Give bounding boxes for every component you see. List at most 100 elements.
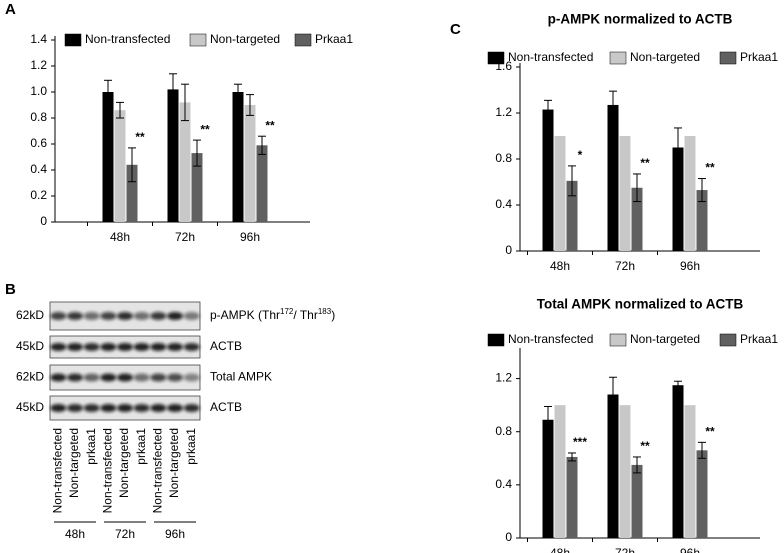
band [150, 343, 167, 351]
error-bar [633, 456, 641, 474]
chart-title: p-AMPK normalized to ACTB [548, 12, 733, 27]
target-label: Total AMPK [210, 370, 272, 384]
band [133, 312, 150, 320]
legend-swatch [294, 33, 312, 47]
panel-label: B [5, 281, 16, 298]
error-bar [193, 139, 201, 167]
band [150, 373, 167, 382]
target-label: ACTB [210, 400, 242, 414]
y-tick-label: 1.0 [30, 84, 47, 98]
bar [607, 394, 619, 538]
significance: ** [705, 425, 715, 439]
target-text: ACTB [210, 400, 242, 414]
x-tick-label: 48h [550, 546, 570, 553]
bar [619, 405, 631, 538]
y-tick-label: 0.8 [495, 424, 512, 438]
legend-swatch [64, 33, 82, 47]
x-tick-label: 48h [550, 259, 570, 273]
bar [684, 405, 696, 538]
error-bar [104, 79, 112, 105]
error-bar [181, 83, 189, 122]
legend-label: Prkaa1 [315, 32, 353, 46]
legend-swatch [189, 33, 207, 47]
band [183, 312, 200, 320]
size-label: 62kD [16, 308, 44, 322]
error-bar [674, 127, 682, 168]
band [183, 343, 200, 351]
band [100, 312, 117, 320]
error-bar [544, 405, 552, 434]
legend-label: Non-transfected [508, 332, 593, 346]
band [133, 373, 150, 382]
legend-label: Non-transfected [508, 50, 593, 64]
y-tick-label: 0 [505, 243, 512, 257]
legend-swatch [487, 333, 505, 347]
significance: *** [573, 435, 587, 449]
y-tick-label: 1.4 [30, 32, 47, 46]
bar [566, 180, 578, 251]
y-tick-label: 0.4 [495, 477, 512, 491]
bar [126, 164, 138, 222]
lane-label: prkaa1 [134, 428, 148, 465]
band [100, 343, 117, 351]
bar [607, 104, 619, 251]
target-label: p-AMPK (Thr172/ Thr183) [210, 307, 335, 323]
band [133, 404, 150, 412]
bar [566, 456, 578, 538]
x-tick-label: 96h [680, 546, 700, 553]
target-text: Total AMPK [210, 370, 272, 384]
band [167, 373, 183, 382]
error-bar [568, 165, 576, 197]
error-bar [258, 135, 266, 155]
legend-swatch [719, 333, 737, 347]
band [183, 404, 200, 412]
target-text: p-AMPK (Thr [210, 308, 280, 322]
x-tick-label: 96h [240, 230, 260, 244]
y-tick-label: 0.4 [30, 162, 47, 176]
bar [696, 450, 708, 538]
error-bar [698, 178, 706, 203]
lane-label: Non-transfected [151, 428, 165, 513]
band [117, 343, 133, 351]
target-text: ACTB [210, 339, 242, 353]
error-bar [609, 90, 617, 120]
size-label: 45kD [16, 339, 44, 353]
band [100, 404, 117, 412]
legend-swatch [609, 333, 627, 347]
bar [554, 405, 566, 538]
band [67, 343, 83, 351]
error-bar [169, 73, 177, 106]
error-bar [128, 147, 136, 183]
significance: ** [265, 118, 275, 132]
band [50, 404, 67, 412]
x-tick-label: 72h [615, 259, 635, 273]
band [67, 312, 83, 320]
lane-label: Non-transfected [101, 428, 115, 513]
x-tick-label: 48h [110, 230, 130, 244]
bar [672, 147, 684, 251]
error-bar [698, 441, 706, 459]
significance: ** [135, 130, 145, 144]
y-tick-label: 1.2 [495, 371, 512, 385]
band [50, 343, 67, 351]
bar [631, 187, 643, 251]
legend-label: Prkaa1 [740, 50, 778, 64]
chart: Cp-AMPK normalized to ACTB00.40.81.21.64… [450, 12, 778, 274]
bar [542, 419, 554, 538]
error-bar [116, 101, 124, 119]
y-tick-label: 0.4 [495, 197, 512, 211]
bar [232, 92, 244, 222]
legend-swatch [609, 51, 627, 65]
error-bar [234, 83, 242, 101]
error-bar [674, 380, 682, 390]
band [83, 404, 100, 412]
lane-label: Non-targeted [67, 428, 81, 498]
error-bar [633, 173, 641, 203]
band [167, 312, 183, 320]
size-label: 62kD [16, 370, 44, 384]
bar [619, 136, 631, 251]
bar [631, 464, 643, 538]
error-bar [246, 94, 254, 116]
